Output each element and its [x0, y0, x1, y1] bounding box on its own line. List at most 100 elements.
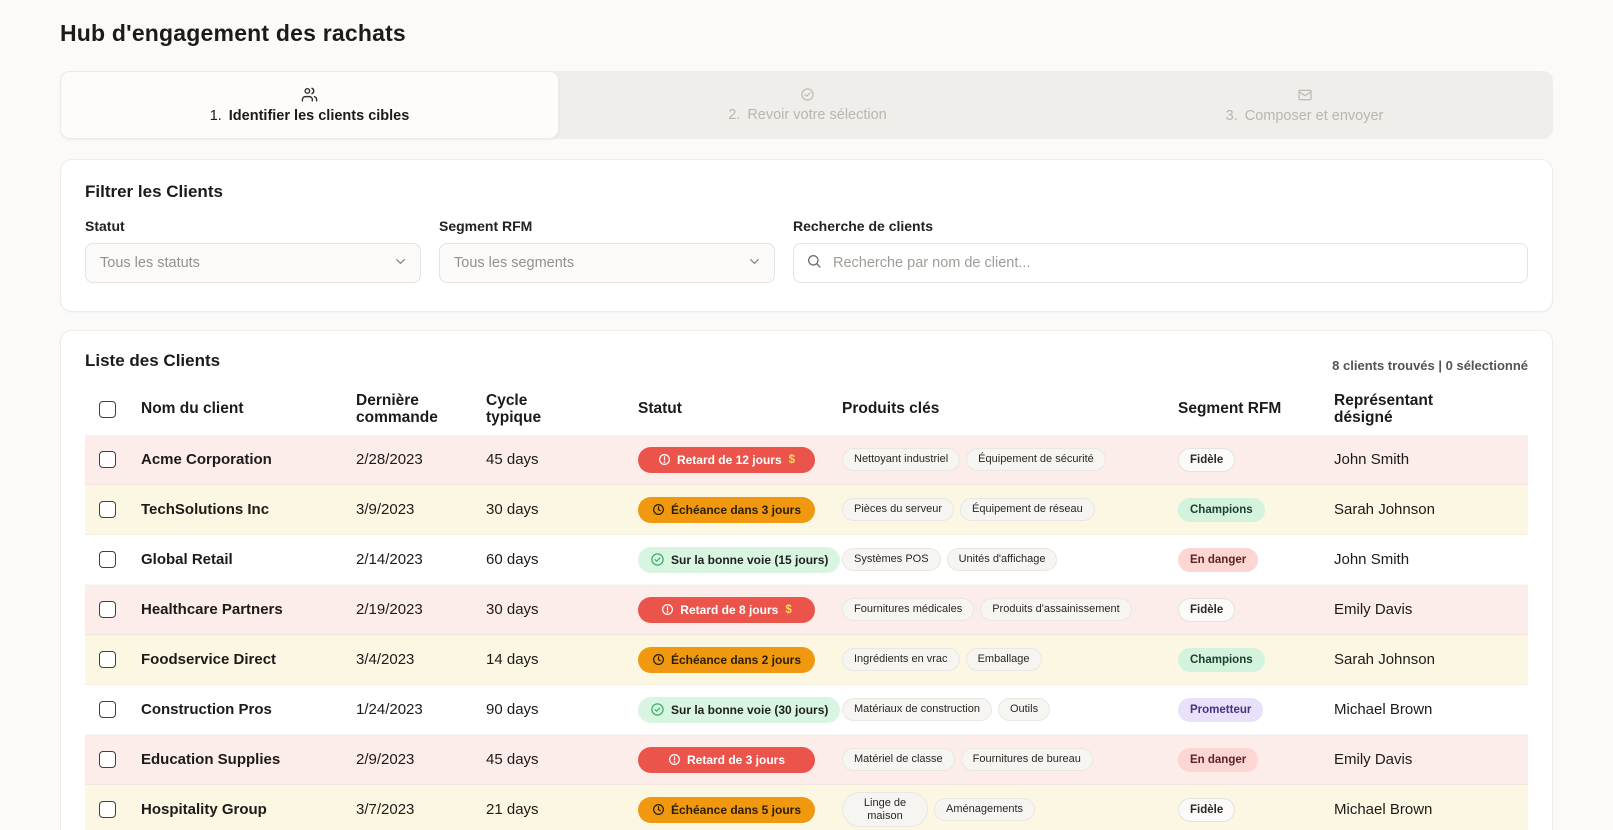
status-label: Échéance dans 5 jours	[670, 802, 802, 817]
segment-cell: En danger	[1178, 547, 1334, 572]
page-title: Hub d'engagement des rachats	[60, 20, 406, 46]
client-name: Global Retail	[141, 551, 233, 568]
product-tag: Aménagements	[934, 798, 1036, 821]
filter-heading: Filtrer les Clients	[85, 182, 223, 201]
select-all-cell	[85, 400, 141, 418]
stepper-step-3[interactable]: 3. Composer et envoyer	[1056, 71, 1553, 139]
segment-badge: Champions	[1178, 647, 1265, 672]
key-products: Linge de maison Aménagements	[842, 791, 1178, 828]
status-label: Échéance dans 3 jours	[670, 502, 802, 517]
client-name: Education Supplies	[141, 751, 281, 768]
stepper-step-2[interactable]: 2. Revoir votre sélection	[559, 71, 1056, 139]
table-row[interactable]: Foodservice Direct 3/4/2023 14 days Échéanc…	[85, 635, 1528, 685]
alert-circle-icon	[668, 753, 681, 766]
step-number: 2.	[728, 107, 741, 123]
filter-row: Statut Tous les statuts Segment RFM Tous…	[85, 218, 1528, 283]
segment-filter-select[interactable]: Tous les segments	[439, 243, 775, 283]
status-filter-value: Tous les statuts	[100, 255, 200, 271]
high-value-icon: $	[785, 603, 792, 616]
row-select-cell	[85, 701, 141, 718]
status-filter-field: Statut Tous les statuts	[85, 218, 421, 283]
status-label: Retard de 3 jours	[686, 752, 786, 767]
table-row[interactable]: Construction Pros 1/24/2023 90 days Sur la …	[85, 685, 1528, 735]
table-row[interactable]: Education Supplies 2/9/2023 45 days Retard …	[85, 735, 1528, 785]
segment-badge: Fidèle	[1178, 597, 1236, 622]
key-products: Ingrédients en vrac Emballage	[842, 648, 1178, 671]
status-badge: Sur la bonne voie (15 jours)	[638, 546, 841, 573]
last-order-date: 2/14/2023	[356, 551, 423, 568]
segment-cell: Prometteur	[1178, 697, 1334, 722]
row-checkbox[interactable]	[99, 701, 116, 718]
check-circle-icon	[650, 552, 665, 567]
table-header-row: Nom du client Dernière commande Cycle typi…	[85, 383, 1528, 435]
select-all-checkbox[interactable]	[99, 400, 116, 418]
last-order-date: 2/28/2023	[356, 451, 423, 468]
row-select-cell	[85, 651, 141, 668]
row-checkbox[interactable]	[99, 751, 116, 768]
row-checkbox[interactable]	[99, 651, 116, 668]
segment-badge: En danger	[1178, 547, 1259, 572]
segment-cell: Fidèle	[1178, 447, 1334, 472]
typical-cycle: 21 days	[486, 801, 539, 818]
row-checkbox[interactable]	[99, 801, 116, 818]
status-cell: Retard de 12 jours $	[638, 446, 842, 473]
clock-icon	[652, 503, 665, 516]
assigned-rep: John Smith	[1334, 451, 1410, 468]
segment-badge: En danger	[1178, 747, 1259, 772]
row-checkbox[interactable]	[99, 551, 116, 568]
search-input[interactable]	[831, 254, 1515, 272]
typical-cycle: 14 days	[486, 651, 539, 668]
row-checkbox[interactable]	[99, 451, 116, 468]
typical-cycle: 45 days	[486, 751, 539, 768]
stepper-step-1[interactable]: 1. Identifier les clients cibles	[60, 71, 559, 139]
table-row[interactable]: TechSolutions Inc 3/9/2023 30 days Échéance…	[85, 485, 1528, 535]
table-row[interactable]: Healthcare Partners 2/19/2023 30 days Retar…	[85, 585, 1528, 635]
typical-cycle: 30 days	[486, 601, 539, 618]
high-value-icon: $	[788, 453, 796, 466]
client-name: Hospitality Group	[141, 801, 267, 818]
client-name: Acme Corporation	[141, 451, 272, 468]
status-badge: Retard de 3 jours	[638, 746, 815, 773]
last-order-date: 3/4/2023	[356, 651, 415, 668]
column-header-segment-rfm: Segment RFM	[1178, 400, 1282, 418]
row-checkbox[interactable]	[99, 501, 116, 518]
chevron-down-icon	[747, 254, 762, 273]
segment-cell: Champions	[1178, 647, 1334, 672]
product-tag: Équipement de réseau	[960, 498, 1095, 521]
table-row[interactable]: Acme Corporation 2/28/2023 45 days Retard d…	[85, 435, 1528, 485]
row-select-cell	[85, 451, 141, 468]
search-filter-field: Recherche de clients	[793, 218, 1528, 283]
table-row[interactable]: Global Retail 2/14/2023 60 days Sur la bonn…	[85, 535, 1528, 585]
segment-badge: Prometteur	[1178, 697, 1264, 722]
segment-cell: En danger	[1178, 747, 1334, 772]
row-checkbox[interactable]	[99, 601, 116, 618]
segment-filter-value: Tous les segments	[454, 255, 575, 271]
key-products: Fournitures médicales Produits d'assainis…	[842, 598, 1178, 621]
key-products: Pièces du serveur Équipement de réseau	[842, 498, 1178, 521]
status-cell: Échéance dans 5 jours	[638, 796, 842, 823]
key-products: Systèmes POS Unités d'affichage	[842, 548, 1178, 571]
status-filter-select[interactable]: Tous les statuts	[85, 243, 421, 283]
product-tag: Unités d'affichage	[946, 548, 1058, 571]
table-row[interactable]: Hospitality Group 3/7/2023 21 days Échéance…	[85, 785, 1528, 830]
clock-icon	[652, 653, 665, 666]
check-circle-icon	[650, 702, 665, 717]
product-tag: Fournitures de bureau	[960, 748, 1093, 771]
status-badge: Échéance dans 3 jours	[638, 496, 815, 523]
mail-icon	[1297, 87, 1313, 103]
typical-cycle: 30 days	[486, 501, 539, 518]
assigned-rep: Michael Brown	[1334, 701, 1433, 718]
status-label: Retard de 8 jours	[680, 602, 779, 617]
product-tag: Produits d'assainissement	[980, 598, 1132, 621]
status-cell: Retard de 8 jours $	[638, 596, 842, 623]
status-badge: Retard de 12 jours $	[638, 446, 815, 473]
status-label: Retard de 12 jours	[676, 452, 782, 467]
status-label: Sur la bonne voie (15 jours)	[671, 552, 829, 567]
key-products: Matériaux de construction Outils	[842, 698, 1178, 721]
column-header-statut: Statut	[638, 400, 682, 418]
assigned-rep: Sarah Johnson	[1334, 501, 1435, 518]
client-name: TechSolutions Inc	[141, 501, 270, 518]
product-tag: Équipement de sécurité	[966, 448, 1106, 471]
status-label: Échéance dans 2 jours	[670, 652, 802, 667]
